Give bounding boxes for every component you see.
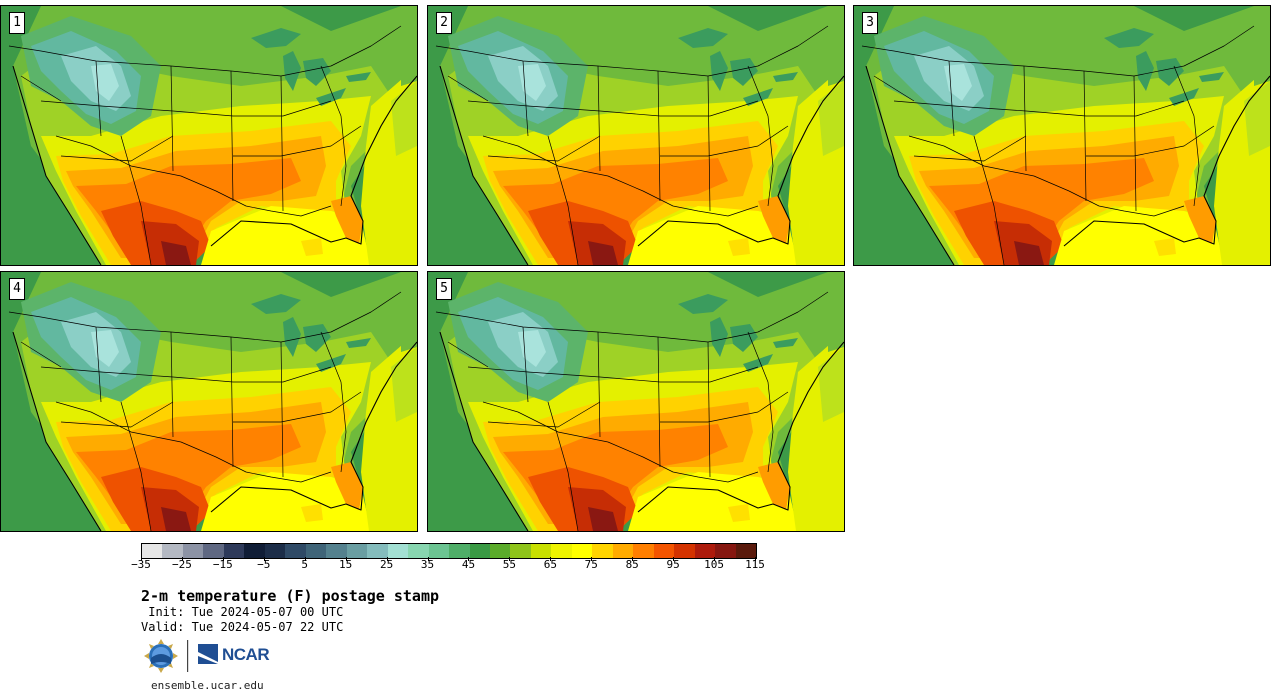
colorbar-cell: [285, 544, 306, 558]
colorbar-tick-mark: [550, 557, 552, 561]
member-map-2: 2: [427, 5, 845, 266]
member-number-label: 2: [436, 12, 452, 34]
colorbar-cell: [182, 544, 204, 558]
init-time: Init: Tue 2024-05-07 00 UTC: [141, 605, 344, 619]
colorbar-cell: [715, 544, 736, 558]
member-number-label: 4: [9, 278, 25, 300]
colorbar-cell: [346, 544, 368, 558]
colorbar-tick-mark: [632, 557, 634, 561]
colorbar-tick-label: 65: [543, 558, 557, 571]
colorbar-tick-label: 45: [461, 558, 476, 571]
colorbar-cell: [653, 544, 675, 558]
colorbar-tick-mark: [427, 557, 429, 561]
colorbar-cell: [551, 544, 572, 558]
colorbar-cell: [162, 544, 183, 558]
colorbar-cell: [264, 544, 286, 558]
colorbar-cell: [449, 544, 470, 558]
colorbar-cell: [592, 544, 613, 558]
colorbar-cell: [571, 544, 593, 558]
colorbar-cell: [735, 544, 757, 558]
colorbar-cell: [367, 544, 388, 558]
colorbar-tick-mark: [468, 557, 470, 561]
product-title: 2-m temperature (F) postage stamp: [141, 587, 440, 605]
colorbar-cell: [428, 544, 450, 558]
colorbar-cell: [203, 544, 224, 558]
colorbar-tick-label: 25: [379, 558, 394, 571]
colorbar-cell: [694, 544, 716, 558]
member-map-1: 1: [0, 5, 418, 266]
colorbar-cell: [244, 544, 265, 558]
member-number-label: 1: [9, 12, 25, 34]
colorbar-cell: [633, 544, 654, 558]
temperature-map: [1, 272, 417, 531]
colorbar-cell: [469, 544, 490, 558]
colorbar-cell: [326, 544, 347, 558]
colorbar-cell: [387, 544, 409, 558]
colorbar-tick-mark: [386, 557, 388, 561]
colorbar-tick-mark: [345, 557, 347, 561]
colorbar-cell: [674, 544, 695, 558]
colorbar-tick-label: −35: [131, 558, 151, 571]
colorbar-tick-label: 95: [666, 558, 680, 571]
temperature-map: [1, 6, 417, 265]
member-number-label: 3: [862, 12, 878, 34]
temperature-colorbar: [141, 543, 757, 559]
colorbar-tick-label: 85: [625, 558, 639, 571]
member-number-label: 5: [436, 278, 452, 300]
colorbar-tick-mark: [755, 557, 756, 561]
colorbar-cell: [142, 544, 163, 558]
logo-block: NCAR: [144, 638, 274, 674]
temperature-map: [428, 272, 844, 531]
colorbar-tick-mark: [141, 557, 142, 561]
colorbar-tick-label: 105: [704, 558, 724, 571]
colorbar-tick-mark: [222, 557, 224, 561]
colorbar-tick-label: 55: [502, 558, 517, 571]
member-map-3: 3: [853, 5, 1271, 266]
colorbar-cell: [223, 544, 245, 558]
colorbar-tick-mark: [263, 557, 265, 561]
colorbar-tick-label: 15: [339, 558, 353, 571]
colorbar-tick-label: 35: [420, 558, 435, 571]
colorbar-tick-label: −5: [257, 558, 271, 571]
footer-url: ensemble.ucar.edu: [151, 679, 264, 692]
valid-time: Valid: Tue 2024-05-07 22 UTC: [141, 620, 344, 634]
colorbar-tick-mark: [509, 557, 511, 561]
colorbar-tick-mark: [304, 557, 306, 561]
colorbar-tick-mark: [181, 557, 183, 561]
colorbar-tick-label: 115: [745, 558, 765, 571]
colorbar-tick-labels: −35 −25 −15 −5 5 15 25 35 45 55 65 75 85 95 105 115: [131, 557, 765, 578]
colorbar-tick-label: −15: [212, 558, 233, 571]
ncar-logo-text: NCAR: [222, 645, 270, 664]
colorbar-tick-mark: [591, 557, 593, 561]
colorbar-tick-mark: [714, 557, 716, 561]
colorbar-cell: [612, 544, 634, 558]
member-map-5: 5: [427, 271, 845, 532]
nsf-logo-icon: [144, 639, 218, 673]
colorbar-tick-label: −25: [171, 558, 192, 571]
colorbar-cell: [489, 544, 511, 558]
colorbar-cell: [408, 544, 429, 558]
temperature-map: [428, 6, 844, 265]
colorbar-cell: [305, 544, 327, 558]
colorbar-tick-mark: [673, 557, 675, 561]
temperature-map: [854, 6, 1270, 265]
colorbar-cell: [510, 544, 531, 558]
colorbar-tick-label: 5: [301, 558, 309, 571]
colorbar-cell: [530, 544, 552, 558]
member-map-4: 4: [0, 271, 418, 532]
colorbar-tick-label: 75: [584, 558, 598, 571]
